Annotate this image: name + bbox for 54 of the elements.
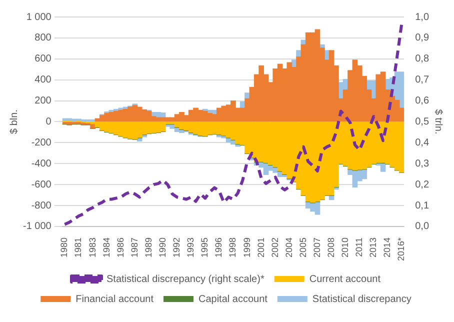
y-tick-label: -400: [31, 158, 52, 170]
y2-tick-label: 0,5: [415, 116, 430, 128]
x-tick-label: 1999: [242, 237, 252, 258]
x-tick-label: 1980: [59, 237, 70, 258]
y2-tick-label: 0,4: [415, 137, 430, 148]
y2-axis-title: $ trln.: [432, 109, 444, 134]
legend-label: Capital account: [198, 294, 268, 305]
x-tick-label: 1998: [228, 237, 238, 258]
x-tick-label: 1990: [157, 237, 168, 258]
y2-tick-label: 1,0: [415, 12, 430, 23]
y-axis-title: $ bln.: [8, 110, 20, 134]
x-tick-label: 2008: [326, 237, 336, 258]
x-tick-label: 2014: [382, 237, 392, 258]
y-tick-label: 400: [34, 74, 52, 86]
y-tick-label: -200: [31, 137, 52, 148]
x-tick-label: 2016*: [396, 236, 406, 262]
y-tick-label: -800: [31, 200, 52, 212]
x-tick-label: 1983: [87, 237, 98, 258]
y2-tick-label: 0,9: [415, 32, 430, 44]
x-tick-label: 2013: [368, 237, 378, 258]
x-tick-label: 2004: [284, 237, 294, 258]
y-tick-label: -600: [31, 179, 52, 190]
y2-tick-label: 0,2: [415, 179, 430, 190]
x-tick-label: 2002: [270, 237, 280, 258]
y-tick-label: 0: [46, 116, 52, 128]
y-tick-label: 600: [34, 54, 52, 65]
legend-label: Current account: [309, 274, 381, 285]
x-tick-label: 2007: [312, 237, 322, 258]
x-tick-label: 1986: [115, 237, 126, 258]
x-tick-label: 2005: [298, 237, 308, 258]
y2-tick-label: 0,1: [415, 200, 430, 212]
x-tick-label: 1992: [172, 237, 182, 258]
x-tick-label: 1989: [143, 237, 154, 258]
y2-tick-label: 0,8: [415, 54, 430, 65]
legend-label: Financial account: [76, 294, 154, 305]
x-tick-label: 1995: [200, 237, 210, 258]
x-tick-label: 2001: [256, 237, 266, 258]
y-tick-label: 800: [34, 32, 52, 44]
y2-tick-label: 0,7: [415, 74, 430, 86]
y-tick-label: 1 000: [26, 12, 52, 23]
x-tick-label: 1984: [101, 237, 112, 258]
y-tick-label: 200: [34, 96, 52, 107]
legend-label: Statistical discrepancy (right scale)*: [106, 274, 264, 285]
x-tick-label: 1996: [214, 237, 224, 258]
x-tick-label: 2010: [340, 237, 350, 258]
x-tick-label: 1981: [73, 237, 84, 258]
x-tick-label: 1987: [129, 237, 140, 258]
y2-tick-label: 0,0: [415, 221, 430, 232]
legend-label: Statistical discrepancy: [312, 294, 412, 305]
y2-tick-label: 0,3: [415, 158, 430, 170]
y-tick-label: -1 000: [22, 221, 52, 232]
x-tick-label: 1993: [186, 237, 196, 258]
x-tick-label: 2011: [354, 237, 364, 257]
y2-tick-label: 0,6: [415, 96, 430, 107]
